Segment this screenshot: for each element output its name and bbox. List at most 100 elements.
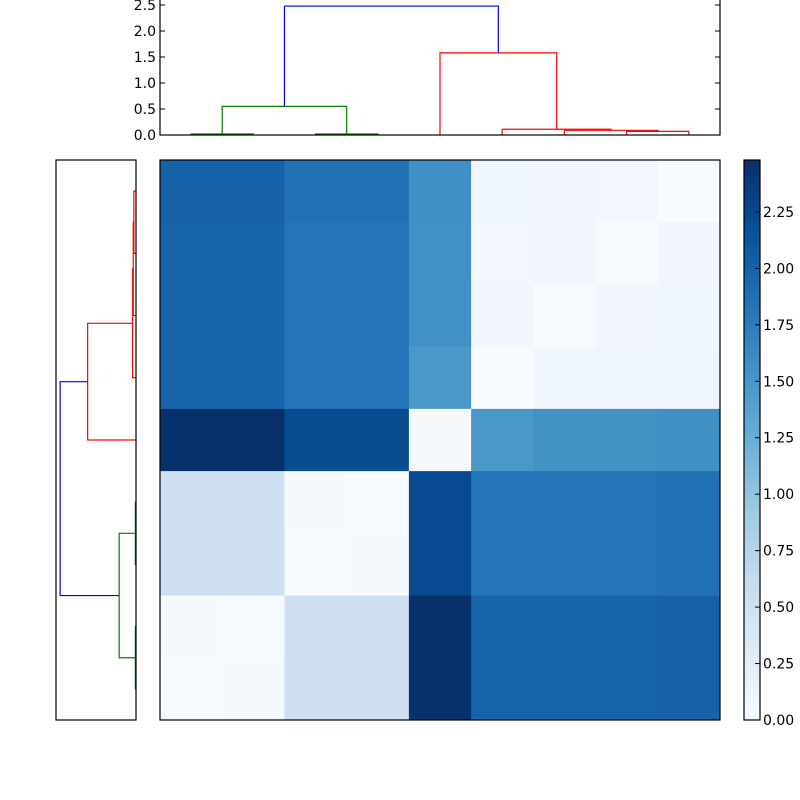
top-dendrogram: 0.0 0.5 1.0 1.5 2.0 2.5 bbox=[134, 0, 721, 144]
heatmap-cell bbox=[657, 408, 721, 472]
heatmap-cell bbox=[408, 533, 472, 597]
heatmap-cell bbox=[595, 160, 659, 223]
heatmap-cell bbox=[408, 346, 472, 410]
heatmap-cell bbox=[471, 408, 534, 472]
heatmap-cell bbox=[284, 471, 348, 534]
heatmap-cell bbox=[408, 222, 472, 285]
heatmap-cell bbox=[595, 595, 659, 659]
heatmap-cell bbox=[471, 284, 534, 348]
dendrogram-link bbox=[87, 322, 136, 441]
heatmap-cell bbox=[346, 471, 410, 534]
heatmap-cell bbox=[657, 533, 721, 597]
y-tick-label: 2.5 bbox=[134, 0, 156, 14]
heatmap-cell bbox=[160, 346, 223, 410]
heatmap-cell bbox=[346, 222, 410, 285]
dendrogram-link bbox=[439, 52, 558, 135]
heatmap-cell bbox=[533, 346, 597, 410]
heatmap-cell bbox=[595, 471, 659, 534]
dendrogram-link bbox=[118, 532, 136, 659]
heatmap-cell bbox=[595, 222, 659, 285]
heatmap-cell bbox=[408, 471, 472, 534]
colorbar-tick-label: 1.25 bbox=[763, 431, 794, 447]
colorbar-tick-label: 1.75 bbox=[763, 318, 794, 334]
heatmap-cell bbox=[160, 408, 223, 472]
heatmap-cell bbox=[408, 657, 472, 721]
heatmap-cell bbox=[222, 471, 285, 534]
dendrogram-link bbox=[283, 5, 499, 107]
colorbar-tick-label: 0.75 bbox=[763, 544, 794, 560]
colorbar-tick-label: 1.50 bbox=[763, 374, 794, 390]
colorbar-tick-label: 1.00 bbox=[763, 487, 794, 503]
heatmap-cell bbox=[160, 533, 223, 597]
heatmap-cell bbox=[657, 284, 721, 348]
heatmap-cell bbox=[533, 222, 597, 285]
heatmap-cell bbox=[471, 222, 534, 285]
left-dendrogram-frame bbox=[55, 159, 137, 721]
heatmap-cell bbox=[595, 657, 659, 721]
dendrogram-link bbox=[221, 105, 348, 134]
heatmap-cell bbox=[657, 160, 721, 223]
heatmap-cell bbox=[160, 222, 223, 285]
heatmap-cell bbox=[533, 284, 597, 348]
heatmap-cell bbox=[657, 657, 721, 721]
colorbar-tick-label: 0.50 bbox=[763, 600, 794, 616]
y-tick-label: 1.5 bbox=[134, 50, 156, 66]
heatmap-cell bbox=[533, 471, 597, 534]
colorbar-tick-label: 2.00 bbox=[763, 261, 794, 277]
heatmap-cell bbox=[346, 284, 410, 348]
heatmap-cell bbox=[222, 657, 285, 721]
heatmap-cell bbox=[471, 346, 534, 410]
y-tick-label: 0.0 bbox=[134, 128, 156, 144]
colorbar-tick-label: 0.25 bbox=[763, 657, 794, 673]
y-tick-label: 2.0 bbox=[134, 24, 156, 40]
heatmap-cell bbox=[160, 284, 223, 348]
heatmap-cell bbox=[284, 222, 348, 285]
heatmap-cell bbox=[284, 284, 348, 348]
heatmap-cell bbox=[284, 346, 348, 410]
heatmap-cell bbox=[160, 160, 223, 223]
heatmap-cell bbox=[346, 160, 410, 223]
heatmap-cell bbox=[533, 408, 597, 472]
dendrogram-link bbox=[59, 381, 120, 597]
colorbar-tick-label: 2.25 bbox=[763, 205, 794, 221]
heatmap-cell bbox=[533, 657, 597, 721]
heatmap bbox=[159, 159, 721, 721]
heatmap-cell bbox=[657, 595, 721, 659]
heatmap-cell bbox=[346, 346, 410, 410]
heatmap-cell bbox=[471, 533, 534, 597]
colorbar-tick-label: 0.00 bbox=[763, 713, 794, 729]
heatmap-cell bbox=[222, 284, 285, 348]
heatmap-cell bbox=[222, 346, 285, 410]
heatmap-cell bbox=[222, 222, 285, 285]
heatmap-cell bbox=[346, 533, 410, 597]
heatmap-cell bbox=[657, 346, 721, 410]
heatmap-cell bbox=[595, 533, 659, 597]
heatmap-cell bbox=[595, 284, 659, 348]
heatmap-cell bbox=[471, 160, 534, 223]
heatmap-cell bbox=[346, 657, 410, 721]
heatmap-cell bbox=[284, 595, 348, 659]
heatmap-cell bbox=[408, 408, 472, 472]
heatmap-cell bbox=[471, 471, 534, 534]
heatmap-cell bbox=[222, 408, 285, 472]
top-dendrogram-frame bbox=[159, 0, 721, 136]
heatmap-cell bbox=[222, 595, 285, 659]
heatmap-cell bbox=[284, 160, 348, 223]
heatmap-cell bbox=[346, 408, 410, 472]
y-tick-label: 1.0 bbox=[134, 76, 156, 92]
colorbar-gradient bbox=[743, 159, 761, 721]
heatmap-cell bbox=[533, 533, 597, 597]
heatmap-cell bbox=[222, 533, 285, 597]
heatmap-cell bbox=[533, 160, 597, 223]
heatmap-cell bbox=[284, 533, 348, 597]
heatmap-cell bbox=[408, 595, 472, 659]
heatmap-cell bbox=[346, 595, 410, 659]
heatmap-cell bbox=[595, 346, 659, 410]
heatmap-frame bbox=[159, 159, 721, 721]
heatmap-cell bbox=[657, 222, 721, 285]
colorbar: 0.00 0.25 0.50 0.75 1.00 1.25 1.50 1.75 2.00 2.25 bbox=[743, 159, 794, 729]
y-tick-label: 0.5 bbox=[134, 102, 156, 118]
heatmap-cell bbox=[222, 160, 285, 223]
heatmap-cell bbox=[160, 657, 223, 721]
